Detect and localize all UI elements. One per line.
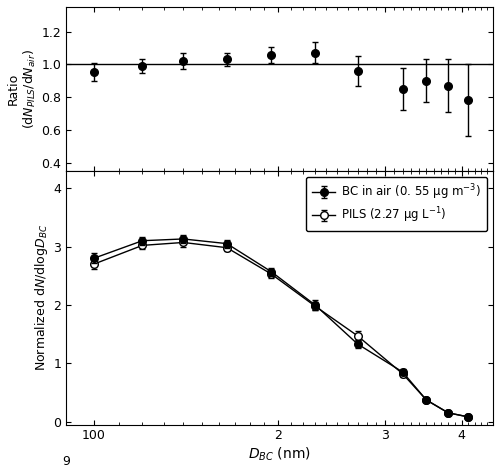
Text: 9: 9	[62, 455, 70, 468]
Legend: BC in air (0. 55 μg m$^{-3}$), PILS (2.27 μg L$^{-1}$): BC in air (0. 55 μg m$^{-3}$), PILS (2.2…	[306, 177, 487, 231]
X-axis label: $D_{BC}$ (nm): $D_{BC}$ (nm)	[248, 445, 311, 463]
Y-axis label: Ratio
(d$N_{PILS}$/d$N_{air}$): Ratio (d$N_{PILS}$/d$N_{air}$)	[7, 49, 38, 129]
Y-axis label: Normalized d$N$/dlog$D_{BC}$: Normalized d$N$/dlog$D_{BC}$	[34, 224, 50, 371]
